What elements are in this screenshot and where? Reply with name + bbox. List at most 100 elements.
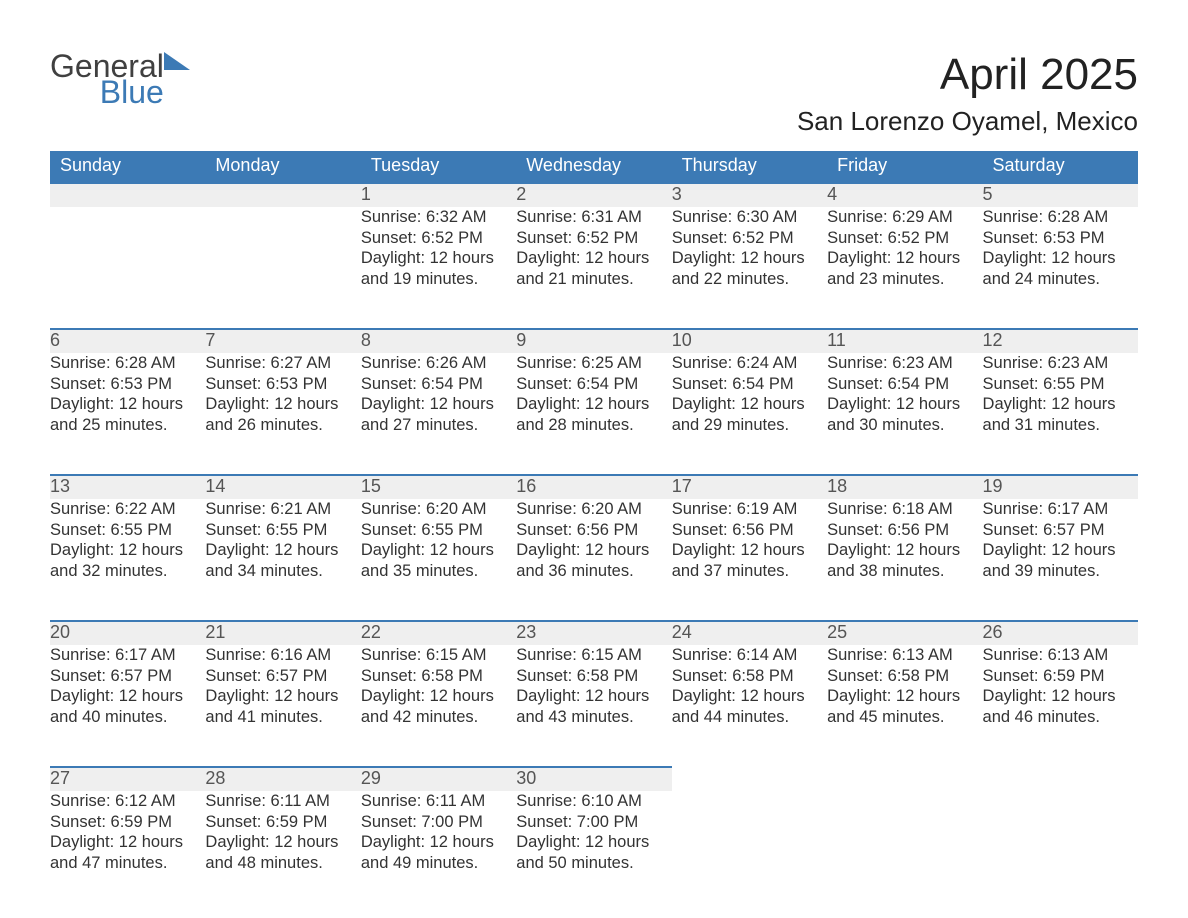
day-detail-cell: Sunrise: 6:29 AMSunset: 6:52 PMDaylight:… <box>827 207 982 317</box>
day-number-cell: 1 <box>361 183 516 207</box>
sunset-line: Sunset: 6:54 PM <box>361 374 516 395</box>
sunrise-line: Sunrise: 6:16 AM <box>205 645 360 666</box>
sunset-line: Sunset: 6:52 PM <box>827 228 982 249</box>
day-detail-cell: Sunrise: 6:30 AMSunset: 6:52 PMDaylight:… <box>672 207 827 317</box>
brand-logo: General Blue <box>50 50 190 108</box>
day-detail-cell: Sunrise: 6:25 AMSunset: 6:54 PMDaylight:… <box>516 353 671 463</box>
day-detail-cell: Sunrise: 6:18 AMSunset: 6:56 PMDaylight:… <box>827 499 982 609</box>
day-detail-cell: Sunrise: 6:26 AMSunset: 6:54 PMDaylight:… <box>361 353 516 463</box>
daylight-line: Daylight: 12 hours and 31 minutes. <box>983 394 1138 435</box>
sunset-line: Sunset: 6:57 PM <box>983 520 1138 541</box>
sunrise-line: Sunrise: 6:17 AM <box>983 499 1138 520</box>
day-detail-cell: Sunrise: 6:19 AMSunset: 6:56 PMDaylight:… <box>672 499 827 609</box>
daylight-line: Daylight: 12 hours and 26 minutes. <box>205 394 360 435</box>
sunset-line: Sunset: 6:58 PM <box>361 666 516 687</box>
day-detail-cell <box>205 207 360 317</box>
day-number-cell: 17 <box>672 475 827 499</box>
weekday-header: Wednesday <box>516 151 671 183</box>
sunset-line: Sunset: 6:54 PM <box>827 374 982 395</box>
day-number-cell: 5 <box>983 183 1138 207</box>
sunset-line: Sunset: 6:56 PM <box>516 520 671 541</box>
sunrise-line: Sunrise: 6:21 AM <box>205 499 360 520</box>
day-detail-cell: Sunrise: 6:27 AMSunset: 6:53 PMDaylight:… <box>205 353 360 463</box>
daylight-line: Daylight: 12 hours and 43 minutes. <box>516 686 671 727</box>
daylight-line: Daylight: 12 hours and 19 minutes. <box>361 248 516 289</box>
daylight-line: Daylight: 12 hours and 38 minutes. <box>827 540 982 581</box>
daylight-line: Daylight: 12 hours and 44 minutes. <box>672 686 827 727</box>
sunrise-line: Sunrise: 6:17 AM <box>50 645 205 666</box>
day-number-cell: 22 <box>361 621 516 645</box>
day-detail-cell: Sunrise: 6:32 AMSunset: 6:52 PMDaylight:… <box>361 207 516 317</box>
daylight-line: Daylight: 12 hours and 37 minutes. <box>672 540 827 581</box>
day-number-cell <box>983 767 1138 791</box>
day-number-cell: 23 <box>516 621 671 645</box>
daylight-line: Daylight: 12 hours and 41 minutes. <box>205 686 360 727</box>
sunrise-line: Sunrise: 6:24 AM <box>672 353 827 374</box>
header-region: General Blue April 2025 San Lorenzo Oyam… <box>50 50 1138 151</box>
sunset-line: Sunset: 6:52 PM <box>516 228 671 249</box>
day-number-cell: 6 <box>50 329 205 353</box>
daylight-line: Daylight: 12 hours and 27 minutes. <box>361 394 516 435</box>
daylight-line: Daylight: 12 hours and 42 minutes. <box>361 686 516 727</box>
sunrise-line: Sunrise: 6:27 AM <box>205 353 360 374</box>
daylight-line: Daylight: 12 hours and 36 minutes. <box>516 540 671 581</box>
day-number-cell: 21 <box>205 621 360 645</box>
daylight-line: Daylight: 12 hours and 34 minutes. <box>205 540 360 581</box>
sunrise-line: Sunrise: 6:26 AM <box>361 353 516 374</box>
day-detail-cell: Sunrise: 6:11 AMSunset: 6:59 PMDaylight:… <box>205 791 360 901</box>
sunrise-line: Sunrise: 6:13 AM <box>827 645 982 666</box>
daylight-line: Daylight: 12 hours and 21 minutes. <box>516 248 671 289</box>
day-number-cell: 9 <box>516 329 671 353</box>
day-number-cell: 14 <box>205 475 360 499</box>
weekday-header: Sunday <box>50 151 205 183</box>
week-spacer <box>50 317 1138 329</box>
sunset-line: Sunset: 6:52 PM <box>672 228 827 249</box>
day-number-cell: 15 <box>361 475 516 499</box>
weekday-header: Saturday <box>983 151 1138 183</box>
sunset-line: Sunset: 6:59 PM <box>50 812 205 833</box>
daylight-line: Daylight: 12 hours and 39 minutes. <box>983 540 1138 581</box>
sunset-line: Sunset: 6:54 PM <box>516 374 671 395</box>
day-detail-cell: Sunrise: 6:17 AMSunset: 6:57 PMDaylight:… <box>983 499 1138 609</box>
weekday-header: Tuesday <box>361 151 516 183</box>
weekday-header: Friday <box>827 151 982 183</box>
day-number-cell <box>672 767 827 791</box>
brand-text: General Blue <box>50 50 164 108</box>
day-detail-cell: Sunrise: 6:15 AMSunset: 6:58 PMDaylight:… <box>361 645 516 755</box>
sunrise-line: Sunrise: 6:20 AM <box>516 499 671 520</box>
location-label: San Lorenzo Oyamel, Mexico <box>797 106 1138 137</box>
sunset-line: Sunset: 6:56 PM <box>672 520 827 541</box>
week-spacer <box>50 609 1138 621</box>
week-spacer <box>50 463 1138 475</box>
day-number-cell: 29 <box>361 767 516 791</box>
sunset-line: Sunset: 6:57 PM <box>205 666 360 687</box>
day-detail-cell: Sunrise: 6:13 AMSunset: 6:59 PMDaylight:… <box>983 645 1138 755</box>
day-number-cell: 20 <box>50 621 205 645</box>
day-number-cell: 26 <box>983 621 1138 645</box>
day-detail-cell: Sunrise: 6:23 AMSunset: 6:55 PMDaylight:… <box>983 353 1138 463</box>
sunrise-line: Sunrise: 6:10 AM <box>516 791 671 812</box>
day-detail-cell <box>672 791 827 901</box>
day-number-cell: 30 <box>516 767 671 791</box>
daylight-line: Daylight: 12 hours and 23 minutes. <box>827 248 982 289</box>
day-number-cell <box>50 183 205 207</box>
sunset-line: Sunset: 7:00 PM <box>516 812 671 833</box>
day-number-cell: 4 <box>827 183 982 207</box>
daylight-line: Daylight: 12 hours and 49 minutes. <box>361 832 516 873</box>
weekday-header: Monday <box>205 151 360 183</box>
daylight-line: Daylight: 12 hours and 48 minutes. <box>205 832 360 873</box>
sunset-line: Sunset: 7:00 PM <box>361 812 516 833</box>
daylight-line: Daylight: 12 hours and 30 minutes. <box>827 394 982 435</box>
sunrise-line: Sunrise: 6:14 AM <box>672 645 827 666</box>
daylight-line: Daylight: 12 hours and 35 minutes. <box>361 540 516 581</box>
day-detail-cell: Sunrise: 6:13 AMSunset: 6:58 PMDaylight:… <box>827 645 982 755</box>
sunrise-line: Sunrise: 6:19 AM <box>672 499 827 520</box>
daylight-line: Daylight: 12 hours and 32 minutes. <box>50 540 205 581</box>
sunrise-line: Sunrise: 6:11 AM <box>361 791 516 812</box>
sunrise-line: Sunrise: 6:23 AM <box>827 353 982 374</box>
calendar-header: SundayMondayTuesdayWednesdayThursdayFrid… <box>50 151 1138 183</box>
daylight-line: Daylight: 12 hours and 45 minutes. <box>827 686 982 727</box>
day-number-cell: 25 <box>827 621 982 645</box>
day-detail-cell: Sunrise: 6:20 AMSunset: 6:55 PMDaylight:… <box>361 499 516 609</box>
day-detail-cell: Sunrise: 6:10 AMSunset: 7:00 PMDaylight:… <box>516 791 671 901</box>
